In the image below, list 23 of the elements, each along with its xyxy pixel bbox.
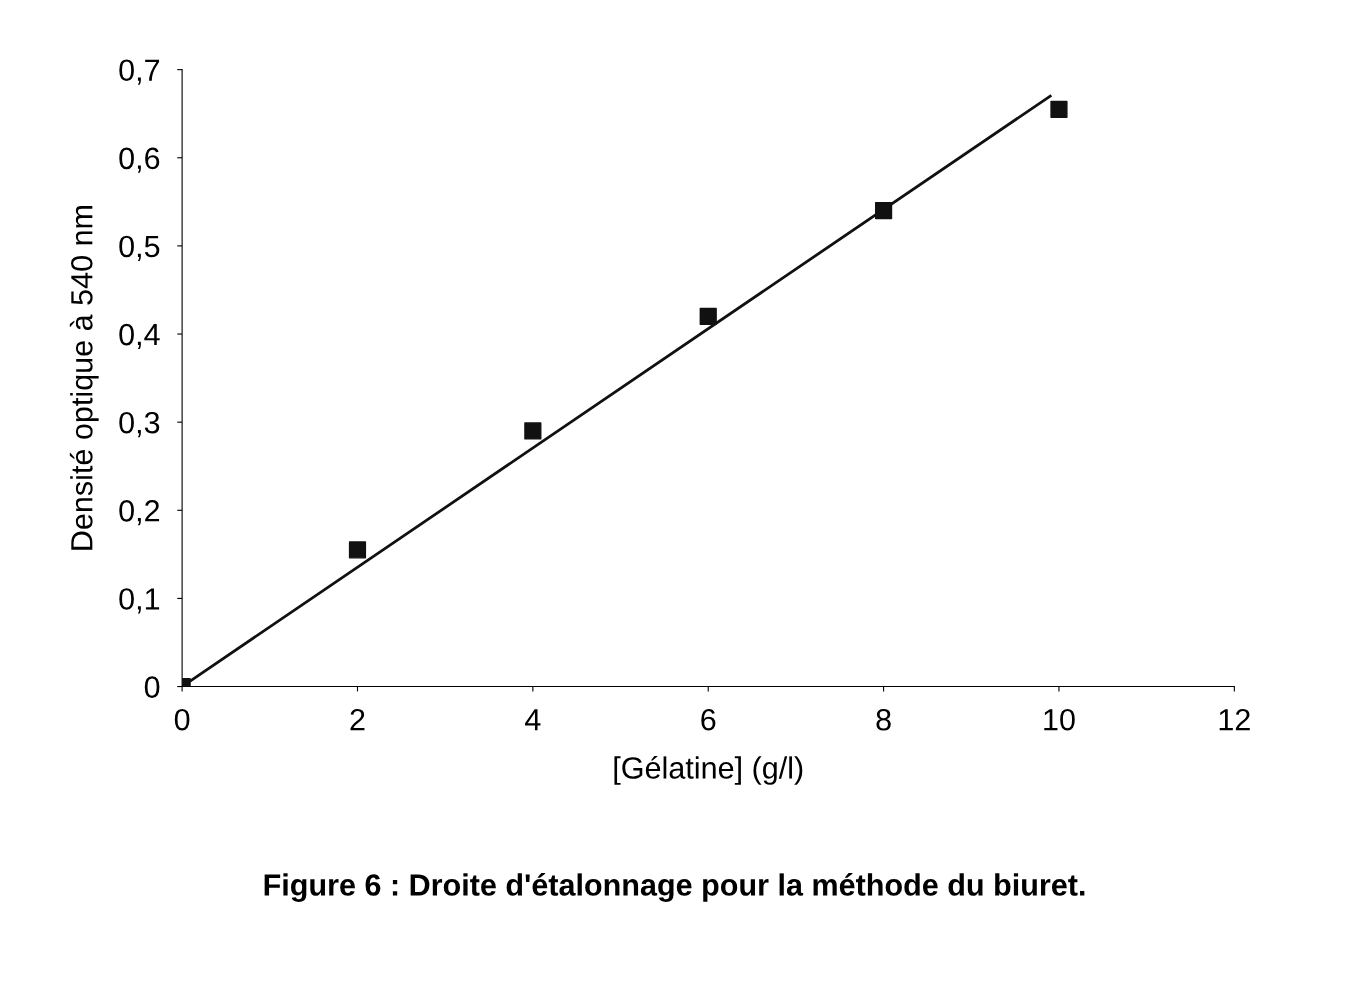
y-tick-label: 0 [144,676,160,698]
y-axis-title: Densité optique à 540 nm [69,205,99,550]
x-tick-label: 2 [350,708,365,731]
y-tick-label: 0,3 [119,411,160,438]
y-tick-label: 0,6 [119,147,160,173]
point [348,541,367,559]
x-axis-title: [Gélatine] (g/l) [614,756,803,785]
point [524,422,542,440]
y-tick-label: 0,7 [119,59,160,85]
x-tick-label: 4 [525,709,541,731]
point [874,202,893,220]
point [699,307,717,326]
x-tick-label: 12 [1219,708,1250,731]
point [1050,100,1068,118]
x-tick-label: 0 [174,708,190,731]
x-tick-label: 8 [876,708,891,731]
x-tick-label: 6 [701,708,716,731]
y-tick-label: 0,4 [119,323,160,350]
y-tick-label: 0,1 [119,588,160,614]
caption: Figure 6 : Droite d'étalonnage pour la méthode du biuret. [264,873,1085,902]
y-tick-label: 0,5 [119,235,160,261]
y-tick-label: 0,2 [119,500,160,526]
x-tick-label: 10 [1044,708,1075,731]
